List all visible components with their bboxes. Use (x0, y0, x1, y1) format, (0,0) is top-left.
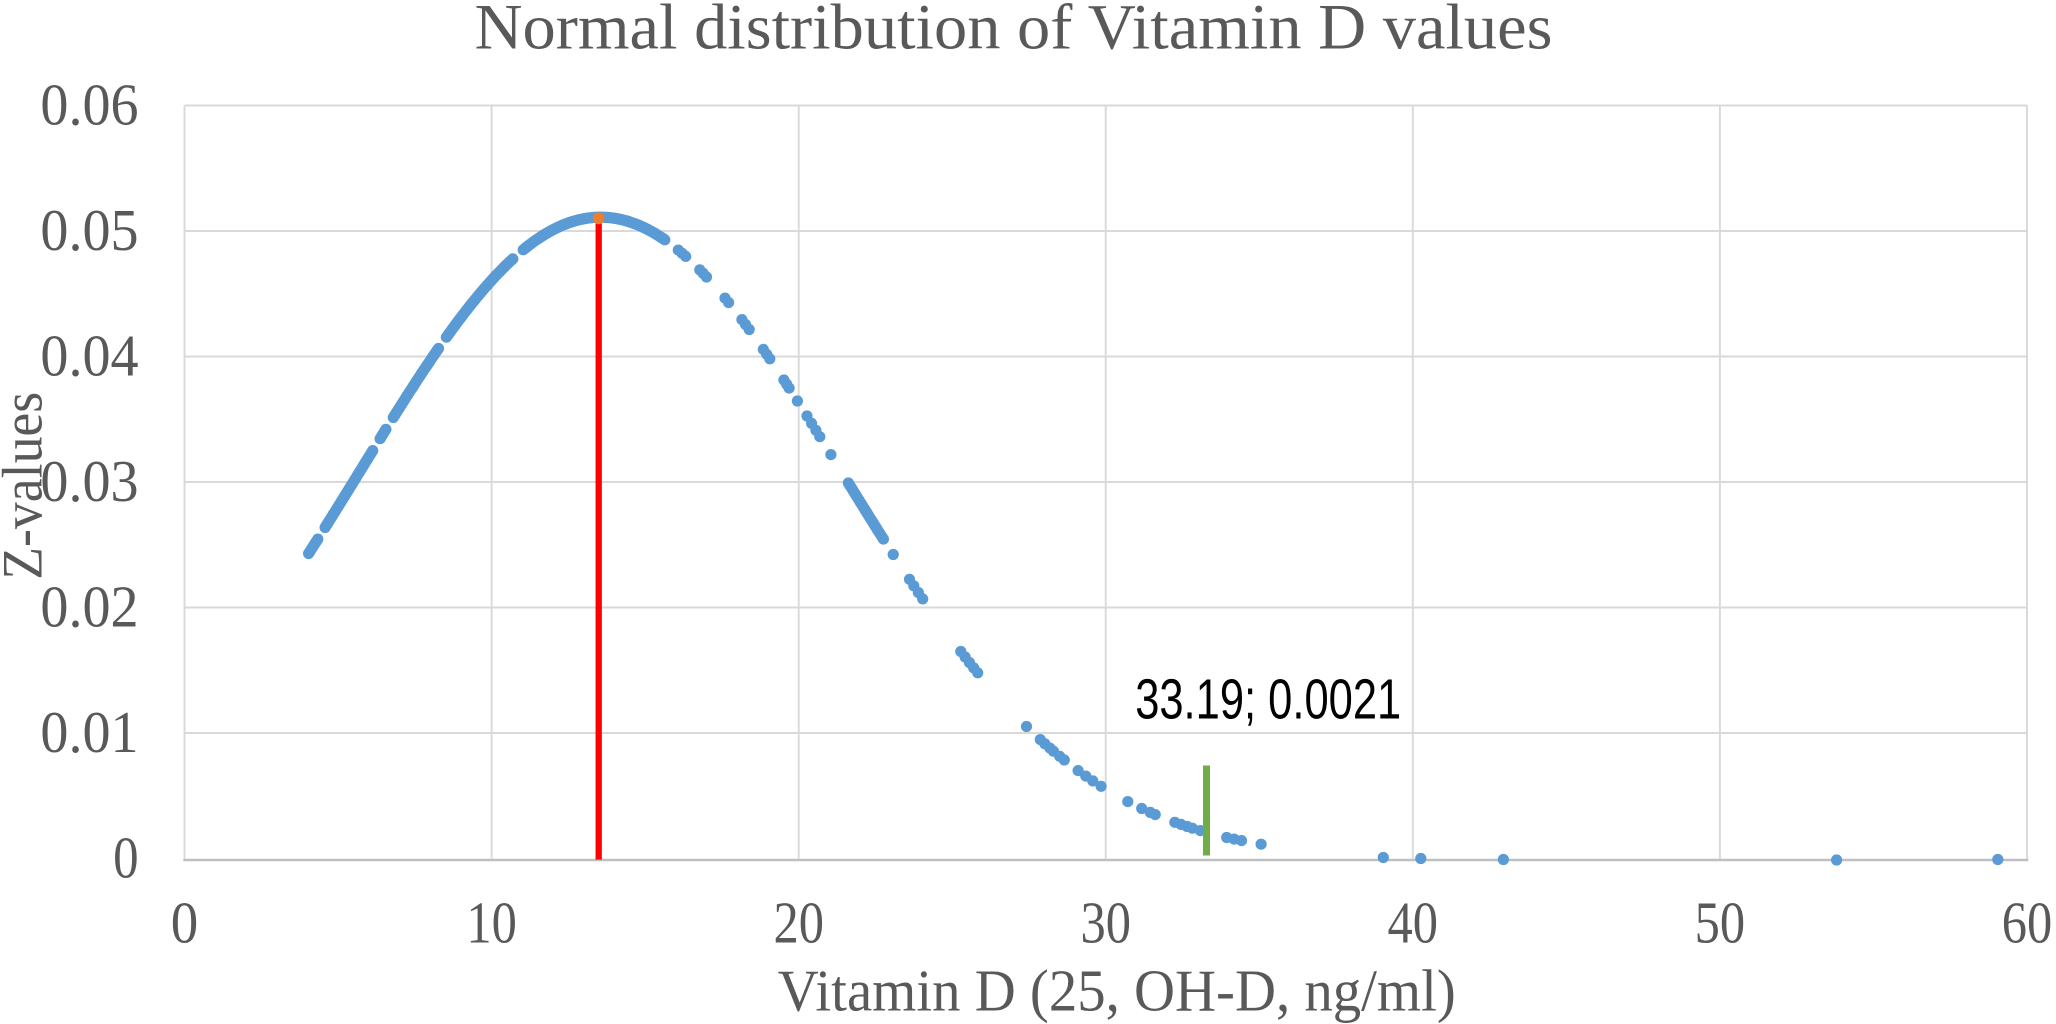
svg-text:0.02: 0.02 (40, 573, 138, 639)
svg-text:40: 40 (1388, 890, 1439, 956)
svg-text:60: 60 (2002, 890, 2053, 956)
svg-text:0: 0 (113, 824, 139, 890)
svg-text:0.05: 0.05 (40, 197, 138, 263)
svg-text:Normal distribution of Vitamin: Normal distribution of Vitamin D values (475, 0, 1553, 64)
svg-text:Z-values: Z-values (0, 392, 55, 580)
svg-text:10: 10 (466, 890, 517, 956)
svg-text:0.04: 0.04 (40, 322, 138, 388)
svg-text:Vitamin D (25, OH-D, ng/ml): Vitamin D (25, OH-D, ng/ml) (778, 958, 1456, 1024)
svg-text:0.03: 0.03 (40, 448, 138, 514)
svg-text:50: 50 (1695, 890, 1746, 956)
svg-text:20: 20 (773, 890, 824, 956)
svg-text:0.06: 0.06 (40, 71, 138, 137)
svg-text:0.01: 0.01 (40, 699, 138, 765)
svg-text:33.19; 0.0021: 33.19; 0.0021 (1135, 667, 1401, 731)
svg-text:0: 0 (171, 890, 199, 956)
svg-text:30: 30 (1080, 890, 1131, 956)
